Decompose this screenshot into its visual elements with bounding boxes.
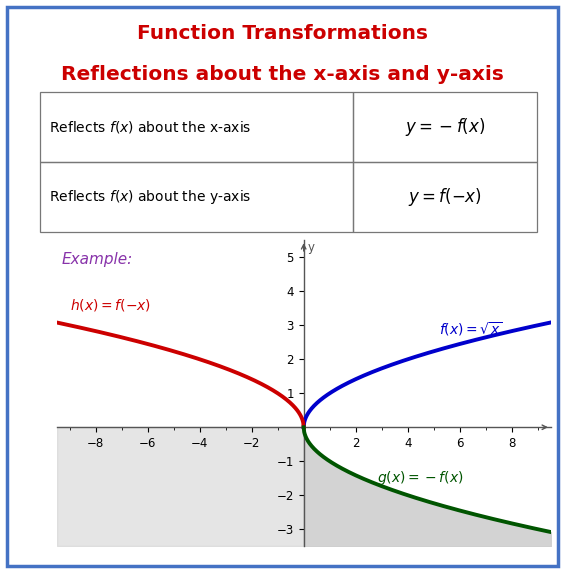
Text: $f(x)=\sqrt{x}$: $f(x)=\sqrt{x}$ (439, 320, 502, 337)
Bar (353, 92, 537, 162)
Bar (40, 92, 353, 162)
Text: Reflects $\mathit{f(x)}$ about the x-axis: Reflects $\mathit{f(x)}$ about the x-axi… (50, 118, 252, 134)
Bar (40, 162, 353, 232)
Text: $h(x)=f(-x)$: $h(x)=f(-x)$ (69, 297, 151, 313)
Text: y: y (307, 241, 315, 253)
Text: $y=-f(x)$: $y=-f(x)$ (405, 116, 485, 137)
Text: $y=f(-x)$: $y=f(-x)$ (408, 186, 482, 208)
Text: Reflects $\mathit{f(x)}$ about the y-axis: Reflects $\mathit{f(x)}$ about the y-axi… (50, 188, 252, 205)
Text: Reflections about the x-axis and y-axis: Reflections about the x-axis and y-axis (61, 65, 504, 84)
Bar (353, 162, 537, 232)
Text: $g(x)=-f(x)$: $g(x)=-f(x)$ (376, 469, 463, 487)
Text: Example:: Example: (62, 252, 133, 267)
Text: Function Transformations: Function Transformations (137, 23, 428, 42)
